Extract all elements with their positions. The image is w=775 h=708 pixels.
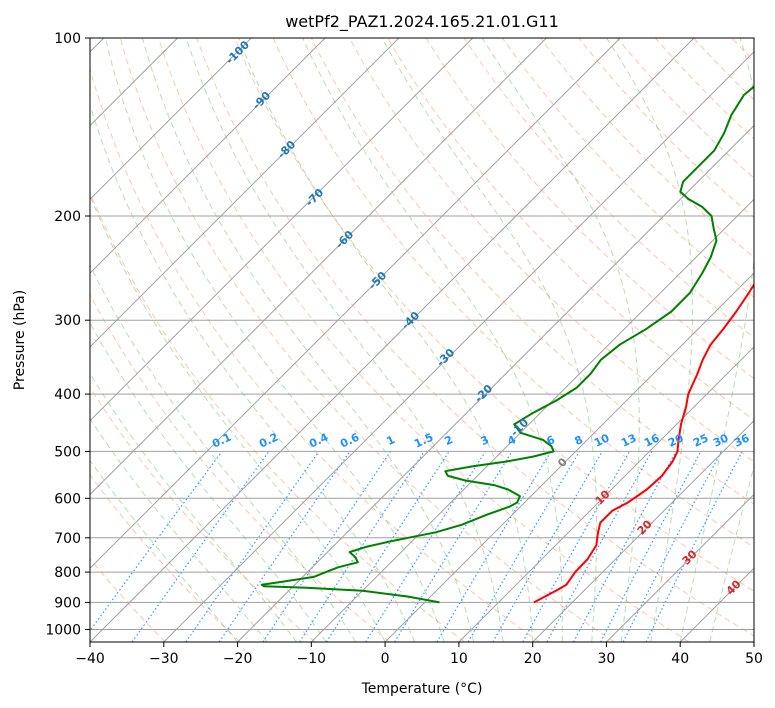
- isotherm-line: [90, 38, 621, 569]
- isotherm-line: [90, 38, 326, 274]
- grid-lines: [90, 38, 754, 642]
- x-tick-label: 30: [597, 651, 615, 667]
- isotherm-line: [237, 124, 754, 642]
- dry-adiabat-line: [90, 473, 241, 642]
- y-tick-label: 800: [54, 565, 81, 581]
- mixing-ratio-line: [262, 451, 392, 642]
- mixing-ratio-label: 30: [711, 431, 731, 449]
- mixing-ratio-label: 20: [666, 431, 686, 449]
- dry-adiabat-line: [540, 38, 754, 258]
- dry-adiabat-line: [90, 386, 316, 642]
- x-tick-label: −30: [149, 651, 179, 667]
- moist-adiabat-line: [141, 38, 475, 642]
- dry-adiabat-line: [90, 67, 540, 642]
- isotherm-line: [90, 38, 474, 422]
- moist-adiabat-line: [481, 38, 640, 642]
- moist-adiabat-line: [302, 38, 563, 642]
- y-axis: 1000 900 800 700 600 500 400 300 200 100: [45, 31, 90, 639]
- moist-adiabat-line: [90, 417, 268, 642]
- background-lines: [90, 38, 754, 642]
- moist-adiabat-line: [90, 321, 327, 642]
- moist-adiabat-line: [90, 264, 357, 642]
- x-tick-label: 0: [381, 651, 390, 667]
- moist-adiabat-line: [90, 459, 238, 642]
- y-tick-label: 500: [54, 444, 81, 460]
- moist-adiabat-line: [606, 38, 694, 642]
- moist-adiabat-line: [90, 372, 297, 642]
- mixing-ratio-label: 16: [642, 431, 662, 449]
- plot-frame: [89, 37, 755, 643]
- mixing-ratio-label: 13: [619, 431, 638, 449]
- chart-title: wetPf2_PAZ1.2024.165.21.01.G11: [285, 12, 559, 32]
- dry-adiabat-line: [272, 38, 754, 548]
- mixing-ratio-line: [572, 451, 677, 642]
- isotherm-line: [532, 419, 754, 642]
- y-tick-label: 300: [54, 313, 81, 329]
- y-tick-label: 600: [54, 491, 81, 507]
- x-tick-label: 10: [450, 651, 468, 667]
- y-tick-label: 1000: [45, 623, 81, 639]
- isotherm-line: [163, 51, 754, 642]
- dry-adiabat-line: [387, 38, 754, 421]
- isotherm-line: [90, 38, 547, 496]
- mixing-ratio-line: [218, 451, 351, 642]
- dry-adiabat-line: [501, 38, 754, 298]
- isotherm-line: [90, 38, 252, 201]
- dry-adiabat-line: [234, 38, 754, 592]
- x-axis: −40 −30 −20 −10 0 10 20 30 40 50: [75, 642, 763, 667]
- mixing-ratio-line: [90, 451, 223, 632]
- y-tick-label: 400: [54, 387, 81, 403]
- dry-adiabat-line: [90, 191, 465, 642]
- dry-adiabat-line: [349, 38, 754, 463]
- mixing-ratio-line: [185, 451, 320, 642]
- dry-adiabat-line: [158, 38, 690, 642]
- mixing-ratio-label: 10: [592, 431, 612, 449]
- isotherm-line: [458, 346, 754, 642]
- x-tick-label: 40: [671, 651, 689, 667]
- mixing-ratio-line: [546, 451, 653, 642]
- y-axis-title: Pressure (hPa): [12, 290, 28, 390]
- x-tick-label: 20: [524, 651, 542, 667]
- moist-adiabat-line: [381, 38, 598, 642]
- x-tick-label: −10: [297, 651, 327, 667]
- dry-adiabat-line: [196, 38, 754, 637]
- y-tick-label: 100: [54, 31, 81, 47]
- dry-adiabat-line: [425, 38, 754, 380]
- profile-traces: [260, 85, 754, 604]
- y-tick-label: 900: [54, 595, 81, 611]
- moist-adiabat-line: [709, 464, 754, 642]
- moist-adiabat-line: [90, 194, 386, 642]
- isotherm-line: [384, 272, 754, 642]
- moist-adiabat-line: [238, 38, 534, 642]
- dry-adiabat-line: [119, 38, 615, 642]
- mixing-ratio-line: [522, 451, 631, 642]
- isotherm-line: [90, 38, 695, 642]
- mixing-ratio-label: 25: [691, 431, 710, 449]
- dewpoint-trace: [260, 85, 754, 604]
- mixing-ratio-line: [645, 451, 743, 642]
- y-tick-label: 700: [54, 531, 81, 547]
- x-tick-label: 50: [745, 651, 763, 667]
- mixing-ratio-line: [622, 451, 722, 642]
- mixing-ratio-line: [394, 451, 513, 642]
- y-tick-label: 200: [54, 209, 81, 225]
- dry-adiabat-line: [90, 293, 391, 642]
- x-axis-title: Temperature (°C): [361, 681, 483, 697]
- isotherm-line: [606, 493, 754, 642]
- x-tick-label: −20: [223, 651, 253, 667]
- moist-adiabat-line: [185, 38, 504, 642]
- mixing-ratio-label: 36: [732, 431, 752, 449]
- mixing-ratio-line: [325, 451, 450, 642]
- isotherm-line: [90, 38, 400, 348]
- moist-adiabat-line: [679, 38, 754, 642]
- x-tick-label: −40: [75, 651, 105, 667]
- isotherm-line: [310, 198, 754, 642]
- temperature-trace: [533, 282, 754, 604]
